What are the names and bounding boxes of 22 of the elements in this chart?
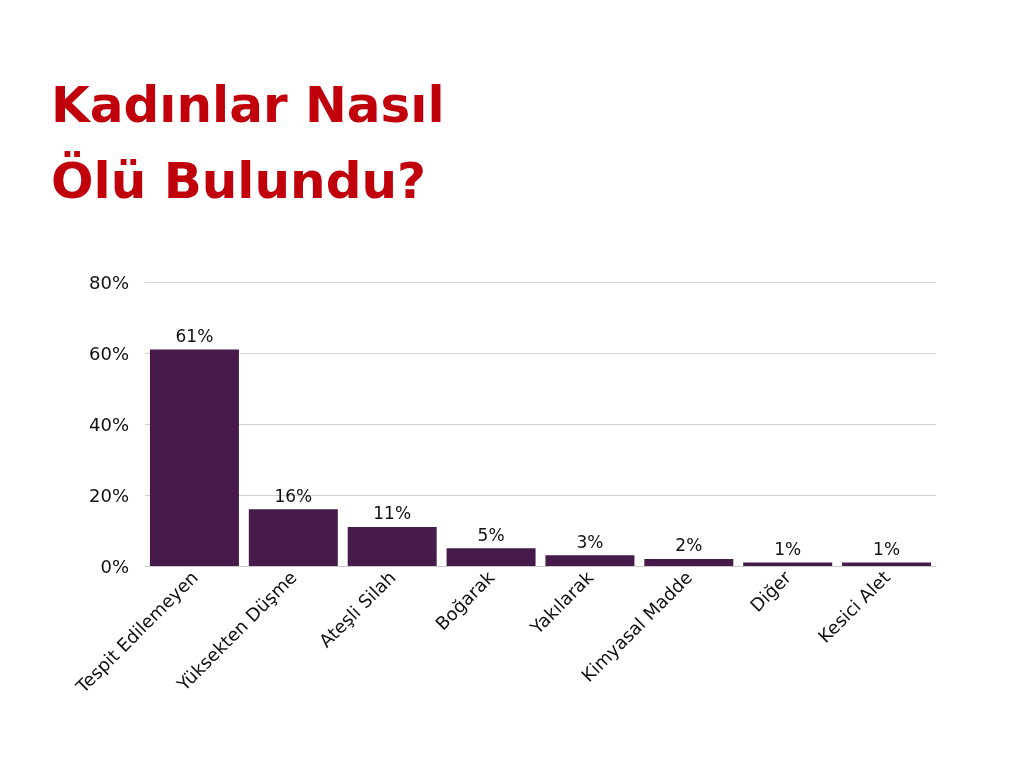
y-tick-label: 20% [88,484,129,506]
data-label: 3% [576,531,604,552]
y-tick-label: 80% [88,271,129,293]
bar [248,509,338,566]
data-label: 5% [477,524,505,545]
y-tick-label: 40% [88,413,129,435]
bar [149,349,239,566]
bar [545,555,635,566]
data-label: 1% [774,538,802,559]
bar [446,548,536,566]
y-tick-label: 60% [88,342,129,364]
y-tick-label: 0% [100,555,129,577]
bar [644,558,734,566]
bar [842,562,932,566]
data-label: 11% [373,503,412,524]
bar [347,526,437,566]
data-label: 2% [675,535,703,556]
chart-title: Kadınlar Nasıl Ölü Bulundu? [51,76,462,210]
data-label: 61% [175,325,214,346]
bar [743,562,833,566]
data-label: 16% [274,485,313,506]
data-label: 1% [873,538,901,559]
